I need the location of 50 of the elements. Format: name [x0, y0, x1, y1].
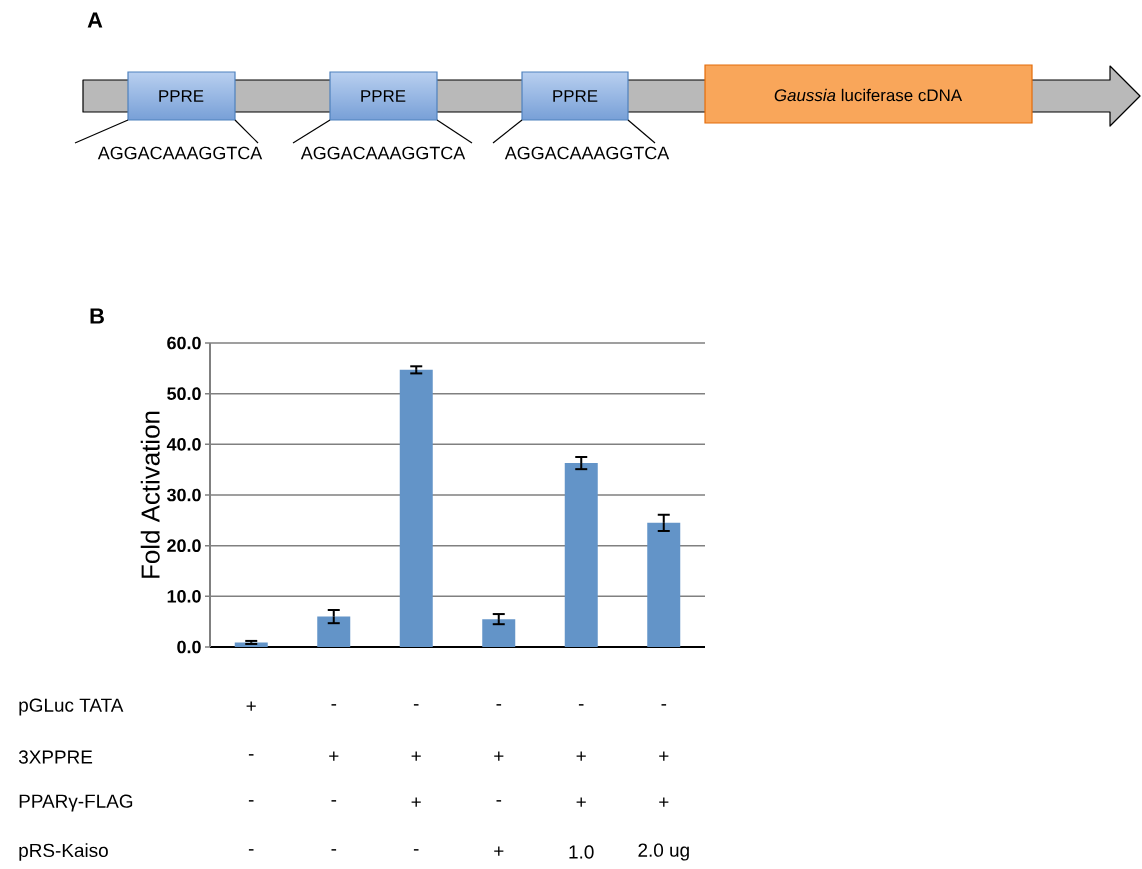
text: pRS-Kaiso: [19, 843, 108, 861]
y-tick-label: 60.0: [167, 336, 201, 350]
text: pGLuc TATA: [19, 698, 124, 716]
text: PPRE: [553, 90, 598, 102]
text: +: [659, 751, 669, 761]
bar: [317, 616, 351, 647]
text: -: [496, 704, 502, 706]
chart-title: B: [90, 308, 104, 324]
text: -: [413, 849, 419, 851]
text: A: [87, 12, 103, 28]
text: -: [248, 849, 254, 851]
text: 1.0: [569, 845, 594, 859]
text: +: [411, 751, 421, 761]
text: -: [248, 800, 254, 802]
text: -: [331, 800, 337, 802]
y-tick-label: 20.0: [167, 539, 201, 553]
y-tick-label: 50.0: [167, 387, 201, 401]
text: -: [578, 704, 584, 706]
text: 2.0 ug: [638, 843, 689, 861]
y-tick-label: 0.0: [177, 640, 201, 654]
text: -: [496, 800, 502, 802]
y-tick-label: 40.0: [166, 437, 201, 451]
bar: [564, 463, 598, 647]
text: PPRE: [159, 90, 204, 102]
bar: [399, 369, 433, 647]
y-tick-label: 10.0: [167, 589, 201, 603]
text: +: [576, 797, 586, 807]
text: Gaussia luciferase cDNA: [774, 88, 963, 102]
text: -: [413, 704, 419, 706]
bar: [647, 522, 681, 647]
text: AGGACAAAGGTCA: [504, 146, 670, 160]
text: AGGACAAAGGTCA: [97, 146, 263, 160]
y-tick-label: 30.0: [166, 488, 201, 502]
text: -: [248, 754, 254, 756]
text: -: [331, 704, 337, 706]
text: +: [411, 797, 421, 807]
text: +: [494, 846, 504, 856]
bar: [482, 619, 516, 647]
text: PPRE: [361, 90, 406, 102]
text: +: [494, 751, 504, 761]
text: PPARγ-FLAG: [19, 794, 133, 812]
text: AGGACAAAGGTCA: [300, 146, 466, 160]
text: +: [329, 751, 339, 761]
text: +: [246, 701, 256, 711]
text: -: [661, 704, 667, 706]
text: 3XPPRE: [18, 750, 93, 764]
y-axis-title: Fold Activation: [140, 411, 160, 578]
text: +: [576, 751, 586, 761]
text: +: [659, 797, 669, 807]
text: -: [331, 849, 337, 851]
